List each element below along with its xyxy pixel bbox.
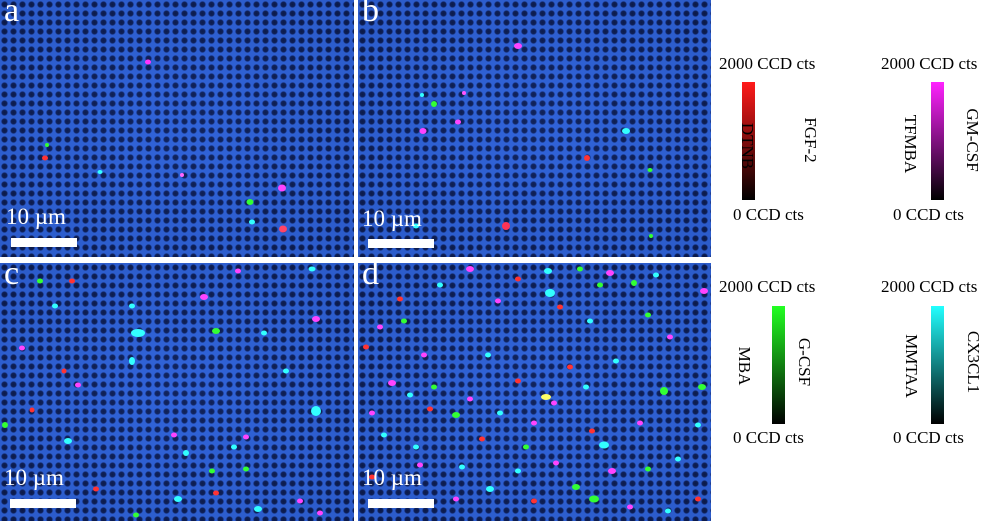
colorbar-reporter-label: MMTAA <box>902 334 921 398</box>
colorbar-reporter-label: DTNB <box>738 122 757 170</box>
raman-spots <box>413 43 653 238</box>
colorbar-min-label: 0 CCD cts <box>733 205 804 224</box>
colorbar-reporter-label: TFMBA <box>901 114 920 174</box>
colorbar-reporter-label: MBA <box>735 346 754 386</box>
colorbar-max-label: 2000 CCD cts <box>719 54 816 73</box>
panel-label-a: a <box>4 0 20 29</box>
scale-bar-label-b: 10 µm <box>362 206 422 231</box>
image-panel-a: a 10 µm <box>0 0 354 257</box>
colorbar-min-label: 0 CCD cts <box>733 428 804 447</box>
scale-bar-label-d: 10 µm <box>362 465 422 490</box>
colorbar-min-label: 0 CCD cts <box>893 205 964 224</box>
colorbar-max-label: 2000 CCD cts <box>881 54 978 73</box>
scale-bar-a <box>11 238 77 247</box>
colorbar-gradient <box>772 306 785 424</box>
colorbar-target-label: FGF-2 <box>801 117 820 163</box>
colorbar-target-label: G-CSF <box>795 337 814 387</box>
dot-array-background <box>358 263 711 521</box>
scale-bar-label-c: 10 µm <box>4 465 64 490</box>
scale-bar-d <box>368 499 434 508</box>
image-panel-d: d 10 µm <box>358 263 711 521</box>
panel-label-c: c <box>4 263 20 292</box>
scale-bar-c <box>10 499 76 508</box>
colorbar-max-label: 2000 CCD cts <box>719 277 816 296</box>
raman-spots <box>42 59 287 233</box>
colorbar-min-label: 0 CCD cts <box>893 428 964 447</box>
colorbar-gradient <box>931 306 944 424</box>
image-panel-c: c 10 µm <box>0 263 354 521</box>
image-panel-b: b 10 µm <box>358 0 711 257</box>
raman-spots <box>2 266 323 518</box>
panel-label-b: b <box>362 0 379 29</box>
dot-array-background <box>0 0 354 257</box>
scale-bar-b <box>368 239 434 248</box>
colorbar-max-label: 2000 CCD cts <box>881 277 978 296</box>
panel-label-d: d <box>362 263 379 292</box>
colorbar-target-label: GM-CSF <box>963 108 982 172</box>
colorbar-target-label: CX3CL1 <box>964 330 983 394</box>
dot-array-background <box>0 263 354 521</box>
colorbar-gradient <box>931 82 944 200</box>
dot-array-background <box>358 0 711 257</box>
scale-bar-label-a: 10 µm <box>6 204 66 229</box>
colorbar-gradient <box>742 82 755 200</box>
raman-spots <box>363 266 708 514</box>
